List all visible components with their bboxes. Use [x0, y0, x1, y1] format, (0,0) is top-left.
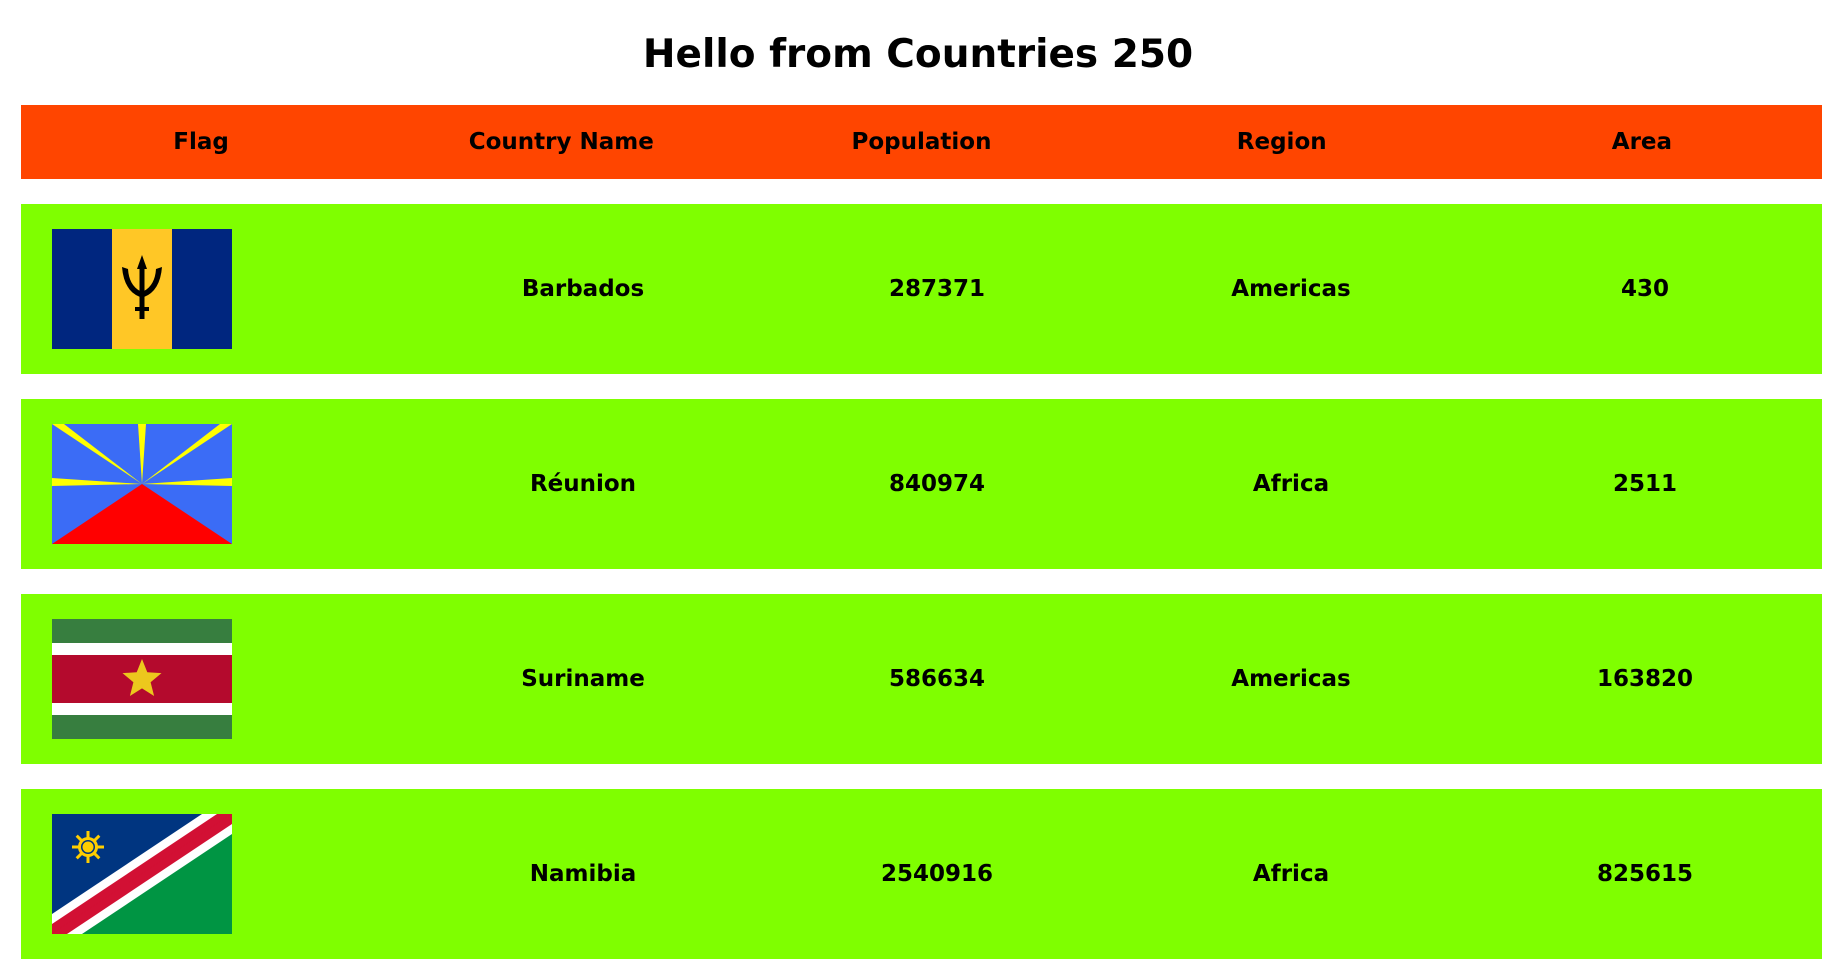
region: Americas — [1231, 276, 1351, 302]
barbados-flag-icon — [52, 229, 232, 349]
population: 840974 — [888, 471, 986, 497]
table-row: Suriname 586634 Americas 163820 — [21, 594, 1822, 764]
page-title: Hello from Countries 250 — [642, 32, 1194, 77]
country-name: Barbados — [521, 276, 645, 302]
area: 825615 — [1596, 861, 1694, 887]
area: 430 — [1620, 276, 1669, 302]
suriname-flag-icon — [52, 619, 232, 739]
region: Africa — [1252, 471, 1330, 497]
header-population: Population — [851, 129, 992, 155]
countries-table: Flag Country Name Population Region Area… — [21, 105, 1822, 959]
flag-cell — [21, 424, 406, 544]
country-name: Suriname — [521, 666, 645, 692]
population: 2540916 — [880, 861, 994, 887]
header-region: Region — [1236, 129, 1327, 155]
header-flag: Flag — [173, 129, 229, 155]
table-row: Réunion 840974 Africa 2511 — [21, 399, 1822, 569]
header-area: Area — [1611, 129, 1673, 155]
area: 163820 — [1596, 666, 1694, 692]
table-header-row: Flag Country Name Population Region Area — [21, 105, 1822, 179]
population: 586634 — [888, 666, 986, 692]
country-name: Namibia — [529, 861, 637, 887]
flag-cell — [21, 814, 406, 934]
table-row: Namibia 2540916 Africa 825615 — [21, 789, 1822, 959]
header-country-name: Country Name — [468, 129, 654, 155]
area: 2511 — [1612, 471, 1677, 497]
flag-cell — [21, 619, 406, 739]
table-row: Barbados 287371 Americas 430 — [21, 204, 1822, 374]
namibia-flag-icon — [52, 814, 232, 934]
reunion-flag-icon — [52, 424, 232, 544]
region: Americas — [1231, 666, 1351, 692]
country-name: Réunion — [529, 471, 637, 497]
region: Africa — [1252, 861, 1330, 887]
flag-cell — [21, 229, 406, 349]
population: 287371 — [888, 276, 986, 302]
